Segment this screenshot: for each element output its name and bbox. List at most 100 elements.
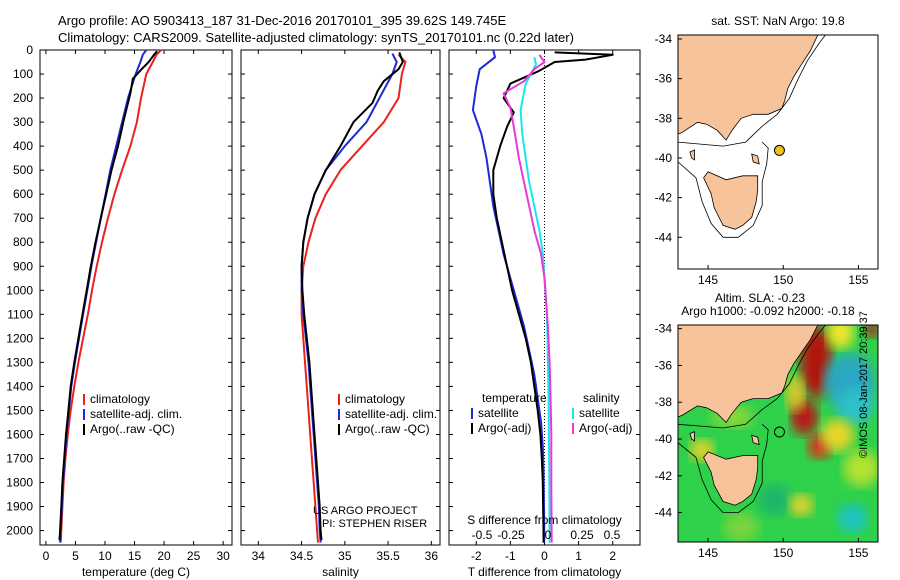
map-x-tick-label: 145 <box>698 546 718 560</box>
x-axis-label-temperature: temperature (deg C) <box>82 565 190 579</box>
y-tick-label: 600 <box>13 187 33 201</box>
y-tick-label: 1100 <box>7 307 33 321</box>
x-tick-label-temperature: 30 <box>216 549 230 563</box>
x-tick-label-temperature: 0 <box>43 549 50 563</box>
x-tick-label-temperature: 20 <box>157 549 171 563</box>
x-tick-label-difference: -1 <box>505 549 516 563</box>
legend-label: Argo(..raw -QC) <box>90 422 175 436</box>
map-frame-sla-map <box>677 324 879 543</box>
header-line-2: Climatology: CARS2009. Satellite-adjuste… <box>58 30 574 45</box>
sla-anomaly-blob <box>820 419 854 452</box>
top-tick-label: 0.5 <box>604 528 621 542</box>
project-credit: US ARGO PROJECT <box>313 505 418 517</box>
sla-map-title: Altim. SLA: -0.23 <box>715 291 805 305</box>
y-tick-label: 500 <box>13 163 33 177</box>
legend-label: satellite-adj. clim. <box>345 407 437 421</box>
map-x-tick-label: 145 <box>698 273 718 287</box>
legend-label: satellite-adj. clim. <box>90 407 182 421</box>
imos-credit: ©IMOS 08-Jan-2017 20:39:37 <box>858 311 870 458</box>
sla-anomaly-blob <box>837 387 874 424</box>
sla-anomaly-blob <box>789 494 814 517</box>
x-tick-label-difference: 2 <box>609 549 616 563</box>
y-tick-label: 0 <box>26 43 33 57</box>
flinders-island <box>751 153 760 165</box>
y-tick-label: 1700 <box>6 451 33 465</box>
map-y-tick-label: -38 <box>655 395 673 409</box>
x-tick-label-temperature: 10 <box>98 549 112 563</box>
sla-anomaly-blob <box>864 325 878 338</box>
mainland-coast <box>678 325 819 424</box>
x-tick-label-salinity: 35.5 <box>376 549 400 563</box>
panel-frame-temperature <box>39 49 233 546</box>
y-tick-label: 2000 <box>6 524 33 538</box>
legend-label: climatology <box>90 392 150 406</box>
top-tick-label: -0.25 <box>497 528 525 542</box>
map-y-tick-label: -36 <box>655 72 673 86</box>
x-tick-label-difference: 1 <box>575 549 582 563</box>
sla-anomaly-blob <box>837 503 868 533</box>
x-tick-label-difference: 0 <box>541 549 548 563</box>
sla-anomaly-blob <box>826 325 854 349</box>
x-tick-label-temperature: 25 <box>187 549 201 563</box>
argo-float-marker <box>773 426 785 438</box>
pi-credit: PI: STEPHEN RISER <box>322 518 428 530</box>
sla-anomaly-blob <box>843 450 878 487</box>
top-tick-label: -0.5 <box>472 528 493 542</box>
map-y-tick-label: -40 <box>655 432 673 446</box>
shelf-contour-south <box>678 141 769 238</box>
sla-anomaly-blob <box>757 483 791 516</box>
y-tick-label: 1500 <box>6 403 33 417</box>
map-y-tick-label: -42 <box>655 191 673 205</box>
x-tick-label-difference: -2 <box>471 549 482 563</box>
y-tick-label: 1400 <box>6 379 33 393</box>
legend-title-salinity: salinity <box>583 391 620 405</box>
y-tick-label: 1600 <box>6 427 33 441</box>
y-tick-label: 200 <box>13 91 33 105</box>
map-y-tick-label: -34 <box>655 322 673 336</box>
map-content-sla-map <box>678 325 826 513</box>
map-y-tick-label: -42 <box>655 469 673 483</box>
series-line-difference-1 <box>492 51 614 543</box>
y-tick-label: 1900 <box>6 500 33 514</box>
argo-float-marker <box>773 144 785 156</box>
series-line-difference-2 <box>519 56 551 543</box>
x-tick-label-salinity: 34 <box>252 549 266 563</box>
y-tick-label: 400 <box>13 139 33 153</box>
x-tick-label-temperature: 5 <box>72 549 79 563</box>
series-line-salinity-2 <box>300 52 404 541</box>
y-tick-label: 100 <box>13 67 33 81</box>
y-tick-label: 1200 <box>6 331 33 345</box>
legend-label: Argo(-adj) <box>579 421 632 435</box>
shelf-contour <box>678 325 826 429</box>
tasmania-coast <box>703 171 759 230</box>
king-island <box>689 431 695 442</box>
series-line-temperature-0 <box>59 49 162 543</box>
flinders-island <box>751 434 760 446</box>
mainland-coast <box>678 35 819 141</box>
x-tick-label-salinity: 35 <box>338 549 352 563</box>
map-x-tick-label: 150 <box>773 273 793 287</box>
top-tick-label: 0.25 <box>570 528 594 542</box>
header-line-1: Argo profile: AO 5903413_187 31-Dec-2016… <box>58 13 507 28</box>
plot-layer: 0100200300400500600700800900100011001200… <box>6 14 879 579</box>
y-tick-label: 1800 <box>6 476 33 490</box>
king-island <box>689 149 695 161</box>
land-layer <box>678 35 826 513</box>
tasmania-coast <box>703 451 759 506</box>
y-tick-label: 800 <box>13 235 33 249</box>
map-y-tick-label: -44 <box>655 506 673 520</box>
map-content-sst-map <box>678 35 826 238</box>
shelf-contour <box>678 35 826 147</box>
sst-map-title: sat. SST: NaN Argo: 19.8 <box>711 14 845 28</box>
map-y-tick-label: -44 <box>655 230 673 244</box>
legend-label: satellite <box>579 406 620 420</box>
y-tick-label: 300 <box>13 115 33 129</box>
map-x-tick-label: 155 <box>848 273 868 287</box>
series-line-salinity-1 <box>300 53 398 543</box>
map-x-tick-label: 155 <box>848 546 868 560</box>
series-line-temperature-2 <box>58 50 158 541</box>
y-tick-label: 1300 <box>6 355 33 369</box>
series-line-difference-3 <box>502 54 553 543</box>
